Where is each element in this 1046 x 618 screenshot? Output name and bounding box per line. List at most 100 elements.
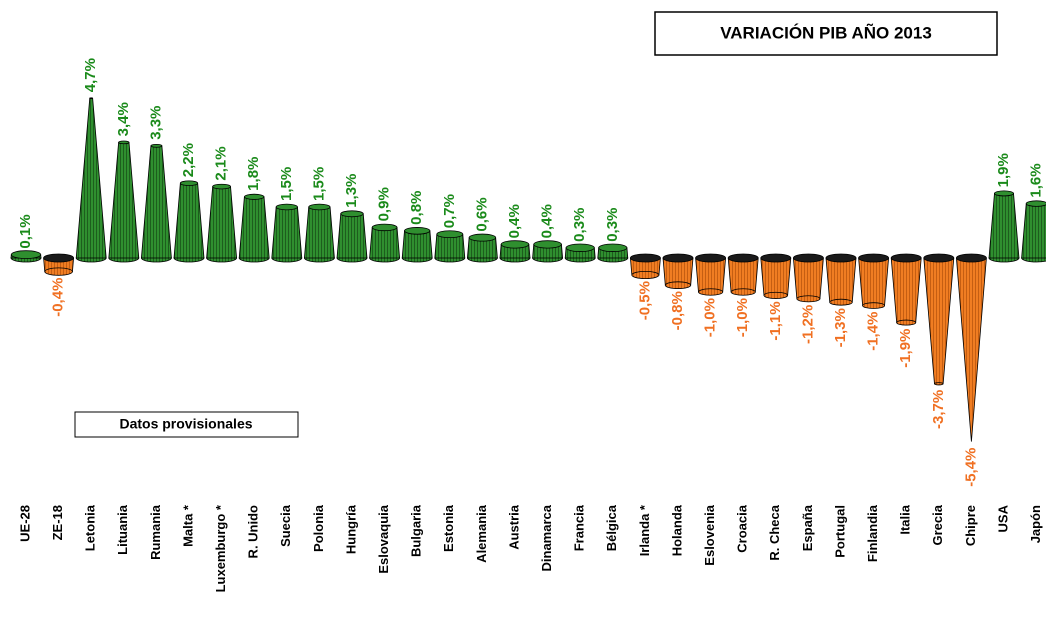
note-box — [74, 411, 299, 438]
value-label: -1,1% — [767, 301, 784, 340]
x-tick-label: Portugal — [832, 505, 847, 558]
bar-bottom — [631, 270, 660, 280]
x-tick-label: Lituania — [115, 504, 130, 555]
bar-top — [275, 203, 298, 211]
bar-bottom — [730, 288, 756, 296]
bar-top — [308, 203, 331, 211]
x-tick-label: Finlandia — [865, 504, 880, 562]
value-label: 4,7% — [82, 58, 99, 92]
x-tick-label: Malta * — [180, 504, 195, 547]
value-label: 0,9% — [376, 187, 393, 221]
x-tick-label: España — [800, 504, 815, 551]
value-label: 2,1% — [213, 146, 230, 180]
bar — [369, 227, 401, 259]
bar — [988, 193, 1020, 259]
x-tick-label: Letonia — [83, 504, 98, 551]
value-label: -1,9% — [897, 329, 914, 368]
bar-top — [923, 253, 955, 263]
value-label: -1,2% — [799, 305, 816, 344]
x-tick-label: Suecia — [278, 504, 293, 547]
bar — [923, 257, 955, 385]
value-label: 0,4% — [506, 204, 523, 238]
bar-bottom — [934, 382, 944, 386]
value-label: 0,3% — [571, 208, 588, 242]
bar — [206, 186, 238, 259]
bar — [173, 182, 205, 259]
x-tick-label: Irlanda * — [637, 504, 652, 556]
value-label: 0,7% — [441, 194, 458, 228]
value-label: -1,3% — [832, 308, 849, 347]
x-tick-label: Eslovaquia — [376, 504, 391, 573]
bar — [238, 196, 270, 259]
bar-top — [890, 253, 922, 263]
value-label: 1,3% — [343, 174, 360, 208]
x-tick-label: Francia — [572, 504, 587, 551]
x-tick-label: R. Unido — [246, 505, 261, 558]
x-tick-label: Rumania — [148, 504, 163, 560]
bar-bottom — [664, 281, 692, 289]
bar — [760, 257, 792, 296]
bar-top — [760, 253, 792, 263]
x-tick-label: Hungría — [343, 504, 358, 554]
bar — [890, 257, 922, 323]
bar-bottom — [829, 298, 853, 306]
bar-top — [598, 243, 628, 252]
x-tick-label: Japón — [1028, 505, 1043, 543]
bar-top — [371, 223, 398, 232]
value-label: 1,9% — [995, 153, 1012, 187]
value-label: 1,5% — [278, 167, 295, 201]
value-label: -5,4% — [962, 448, 979, 487]
x-tick-label: Dinamarca — [539, 504, 554, 571]
chart-title: VARIACIÓN PIB AÑO 2013 — [720, 22, 932, 42]
bar-top — [89, 97, 94, 99]
x-tick-label: Polonia — [311, 504, 326, 552]
bar — [303, 206, 335, 259]
x-tick-label: Estonia — [441, 504, 456, 552]
bar — [955, 257, 987, 442]
bar-top — [793, 253, 824, 263]
value-label: 0,6% — [473, 197, 490, 231]
bar-top — [994, 190, 1014, 197]
bar-top — [1025, 200, 1046, 207]
bar-top — [858, 253, 889, 263]
value-label: 3,3% — [147, 106, 164, 140]
value-label: -1,0% — [734, 298, 751, 337]
x-tick-label: Italia — [898, 504, 913, 534]
value-label: 1,6% — [1028, 163, 1045, 197]
x-tick-label: Chipre — [963, 505, 978, 546]
bar-top — [468, 233, 497, 242]
bar-top — [179, 180, 199, 186]
bar — [140, 145, 172, 259]
bar-top — [10, 250, 42, 259]
x-tick-label: Austria — [506, 504, 521, 550]
bar-top — [212, 183, 231, 190]
x-tick-label: Bélgica — [604, 504, 619, 551]
bar — [825, 257, 857, 303]
bar-top — [340, 210, 364, 218]
annotation: Datos provisionales — [119, 416, 252, 432]
bar — [1021, 203, 1046, 259]
x-tick-label: Alemania — [474, 504, 489, 563]
x-tick-label: ZE-18 — [50, 505, 65, 540]
value-label: 0,3% — [604, 208, 621, 242]
bar-top — [533, 240, 562, 249]
bar-top — [243, 193, 265, 200]
title-box — [654, 11, 998, 56]
value-label: -0,8% — [669, 291, 686, 330]
bar-top — [825, 253, 857, 263]
bar-top — [404, 227, 431, 235]
bar-bottom — [896, 319, 917, 326]
x-tick-label: R. Checa — [767, 504, 782, 560]
x-tick-label: Grecia — [930, 504, 945, 545]
bar — [792, 257, 824, 300]
x-tick-label: Bulgaria — [409, 504, 424, 557]
bar-top — [662, 253, 694, 263]
x-tick-label: Eslovenia — [702, 504, 717, 565]
bar — [108, 142, 140, 259]
value-label: 0,1% — [17, 214, 34, 248]
bar-bottom — [698, 288, 724, 296]
bar — [727, 257, 759, 293]
value-label: 3,4% — [115, 102, 132, 136]
value-label: -1,0% — [702, 298, 719, 337]
